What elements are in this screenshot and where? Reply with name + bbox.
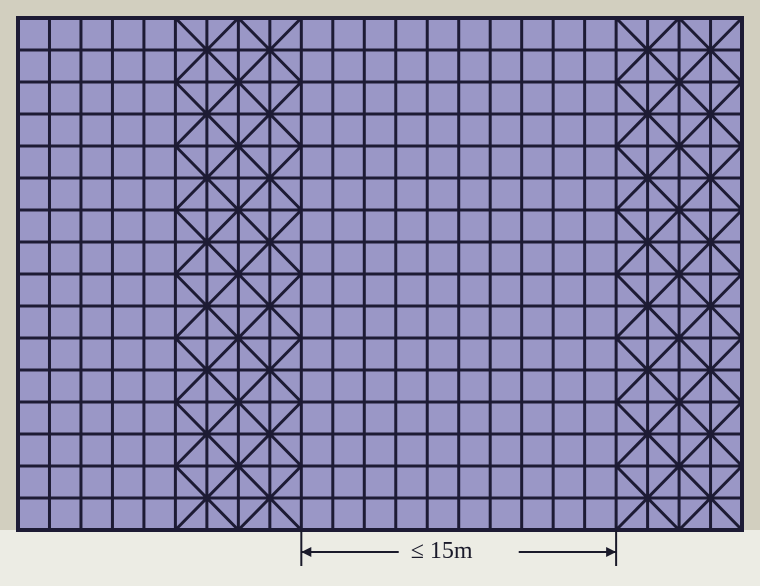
diagram-container: ≤ 15m <box>0 0 760 586</box>
grid-bracing-diagram <box>0 0 760 586</box>
dimension-label: ≤ 15m <box>411 538 473 565</box>
